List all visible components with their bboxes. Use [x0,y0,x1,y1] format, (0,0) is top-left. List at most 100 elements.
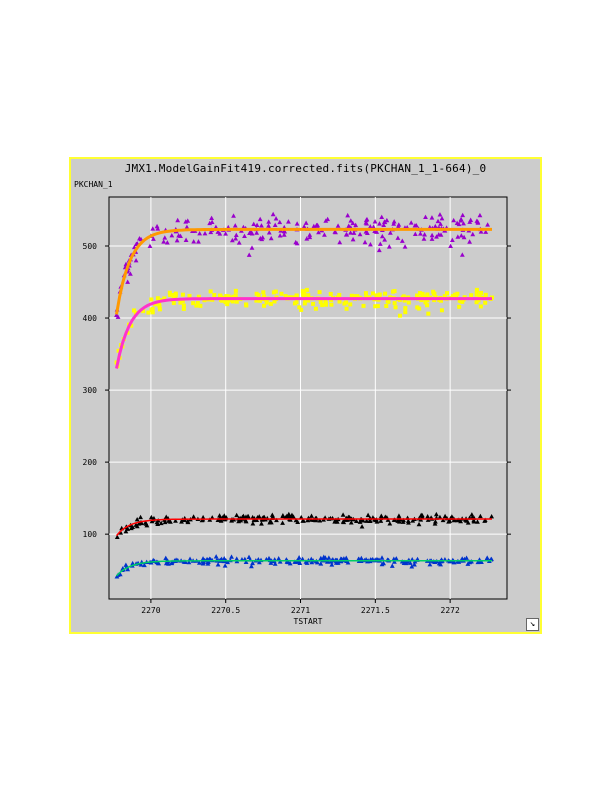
series-1 [114,287,495,369]
data-point [195,301,200,306]
data-point [328,291,333,296]
data-point [181,306,186,311]
data-point [358,555,364,561]
data-point [479,559,484,564]
data-point [202,298,207,303]
data-point [375,304,380,309]
fit-line [115,560,492,577]
data-point [479,290,484,295]
data-point [131,308,136,313]
data-point [236,518,242,524]
data-point [469,512,475,517]
data-point [406,300,411,305]
data-point [351,230,357,235]
data-point [410,518,416,523]
data-point [421,294,426,299]
data-point [354,518,359,523]
plot-area [108,196,508,600]
data-point [242,233,247,239]
data-point [383,291,388,296]
data-point [164,240,170,245]
y-tick-label: 400 [83,314,98,323]
data-point [250,521,256,526]
data-point [318,555,324,561]
data-point [337,299,342,304]
data-point [393,556,399,562]
data-point [402,298,407,303]
data-point [474,290,479,295]
data-point [434,234,439,239]
data-point [348,230,353,235]
data-point [268,235,274,241]
data-point [364,221,370,226]
data-point [451,217,457,223]
data-point [300,518,306,523]
data-point [283,294,288,299]
data-point [412,562,417,567]
data-point [324,559,330,564]
data-point [389,563,395,568]
data-point [232,223,238,228]
data-point [167,290,172,295]
data-point [348,218,354,223]
data-point [306,298,311,303]
data-point [374,294,379,299]
resize-corner-icon[interactable]: ↘ [526,618,539,631]
data-point [403,310,408,315]
data-point [294,293,299,298]
data-point [175,217,181,223]
data-point [292,301,297,306]
data-point [150,310,155,315]
data-point [254,298,259,303]
data-point [150,307,155,312]
data-point [403,306,408,311]
data-point [183,237,189,242]
data-point [417,291,422,296]
data-point [433,294,438,299]
data-point [133,522,139,527]
data-point [215,229,221,234]
data-point [185,218,191,223]
data-point [379,561,385,567]
data-point [116,348,121,353]
data-point [474,218,480,223]
data-point [266,223,271,228]
data-point [311,223,317,229]
data-point [254,230,260,235]
data-point [222,563,228,568]
data-point [426,311,431,316]
data-point [291,514,296,519]
data-point [379,555,385,560]
data-point [391,221,397,226]
data-point [231,213,236,218]
data-point [402,244,408,249]
data-point [408,220,414,225]
data-point [313,306,318,311]
data-point [199,517,205,523]
data-point [296,555,302,560]
data-point [342,301,347,306]
data-point [385,299,390,304]
series-0 [114,211,492,319]
data-point [323,298,328,303]
data-point [233,232,239,237]
data-point [478,229,484,234]
data-point [397,313,402,318]
data-point [360,518,366,523]
data-point [138,514,143,520]
data-point [484,555,490,560]
data-point [353,222,359,228]
data-point [155,521,161,526]
data-point [477,212,483,218]
data-point [429,232,435,238]
data-point [357,231,363,237]
data-point [391,219,397,224]
data-point [359,524,365,529]
data-point [335,223,341,228]
data-point [229,518,235,523]
data-point [168,292,173,297]
data-point [227,298,232,303]
x-axis-label: TSTART [294,617,323,626]
data-point [347,514,352,520]
data-point [382,237,388,242]
